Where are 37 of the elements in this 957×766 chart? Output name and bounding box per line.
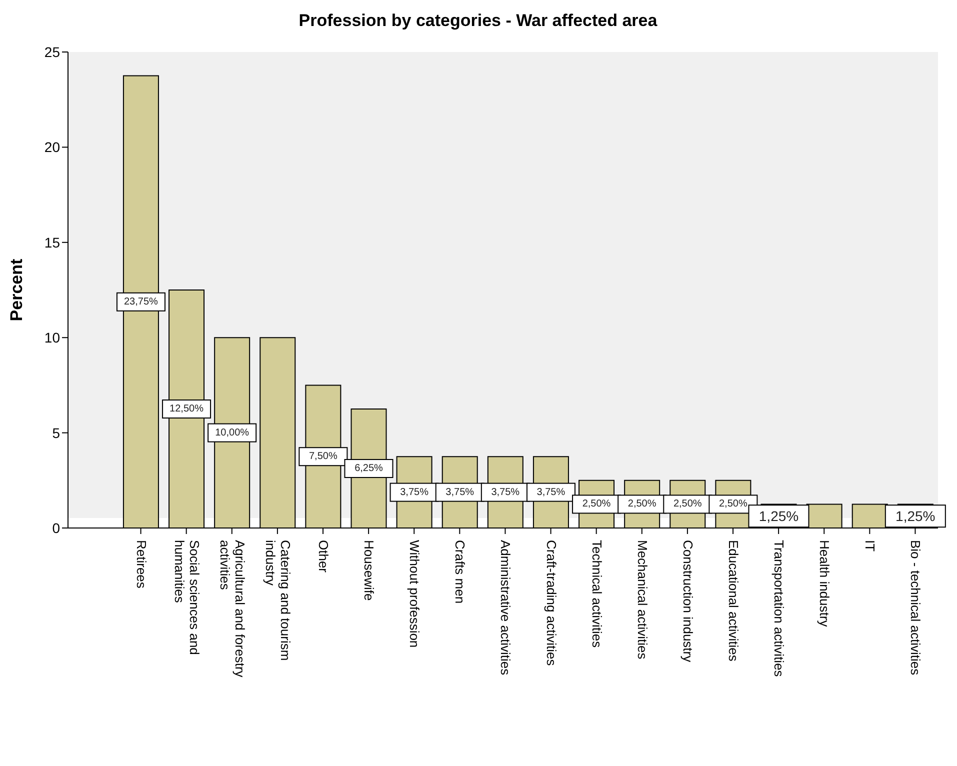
- x-tick-label: Technical activities: [589, 540, 604, 648]
- y-tick-label: 5: [52, 424, 60, 441]
- x-tick-label: Without profession: [407, 540, 422, 648]
- y-axis-title: Percent: [7, 258, 26, 322]
- x-tick-label: Social sciences and humanities: [172, 540, 202, 655]
- data-label: 23,75%: [124, 296, 158, 308]
- data-label: 6,25%: [354, 463, 384, 474]
- data-label: 3,75%: [446, 486, 474, 498]
- y-tick-label: 20: [44, 139, 60, 156]
- data-label: 3,75%: [536, 486, 566, 498]
- x-tick-label: IT: [862, 540, 878, 552]
- data-label: 2,50%: [719, 498, 748, 510]
- data-label: 12,50%: [170, 404, 204, 414]
- y-tick-label: 15: [44, 234, 60, 250]
- data-label: 3,75%: [491, 486, 520, 498]
- x-tick-label: Retirees: [134, 540, 149, 589]
- x-tick-label: Health industry: [817, 540, 832, 628]
- x-tick-label: Administrative activities: [498, 540, 514, 676]
- y-tick-label: 10: [44, 330, 60, 346]
- x-tick-label: Crafts men: [452, 540, 468, 604]
- y-tick-label: 25: [44, 44, 60, 60]
- data-label: 2,50%: [628, 498, 656, 510]
- data-label: 7,50%: [309, 451, 338, 462]
- x-tick-label: Transportation activities: [772, 540, 787, 678]
- chart-title: Profession by categories - War affected area: [298, 10, 658, 32]
- data-label: 10,00%: [215, 427, 250, 438]
- x-tick-label: Construction industry: [680, 540, 696, 663]
- data-label: 2,50%: [582, 498, 611, 510]
- x-tick-label: Housewife: [362, 540, 377, 601]
- data-label: 3,75%: [400, 486, 429, 498]
- x-tick-label: Educational activities: [726, 540, 741, 662]
- y-tick-label: 0: [52, 520, 60, 536]
- x-tick-label: Bio - technical activities: [908, 540, 924, 676]
- x-tick-label: Other: [316, 540, 331, 574]
- data-label: 2,50%: [673, 498, 702, 510]
- x-tick-label: Craft-trading activities: [544, 540, 559, 666]
- x-tick-label: Mechanical activities: [634, 540, 650, 660]
